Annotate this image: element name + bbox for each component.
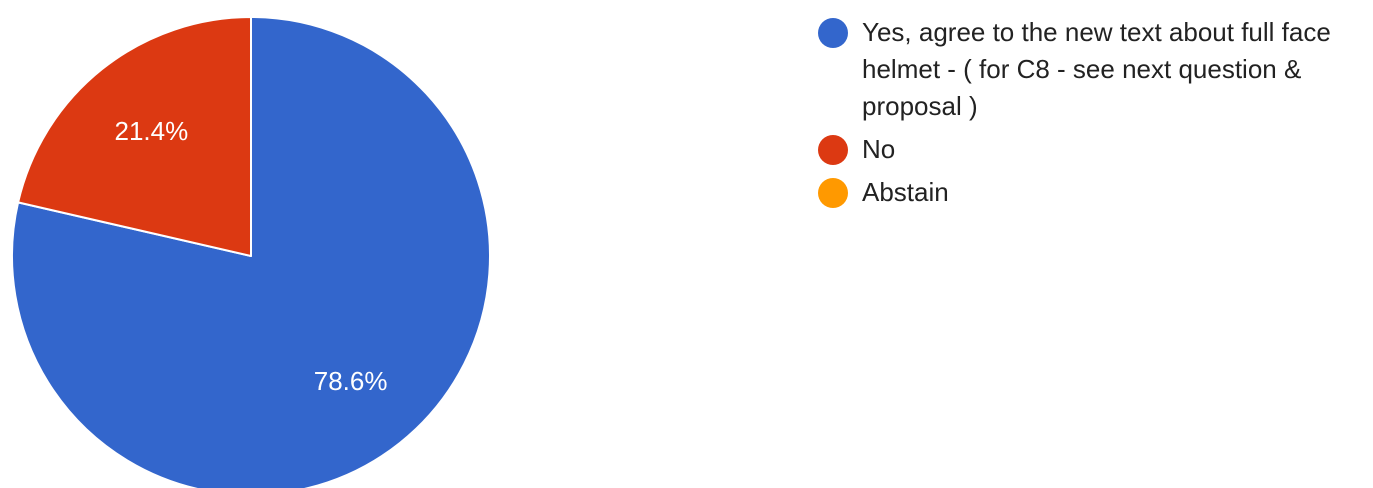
- legend-swatch-abstain: [818, 178, 848, 208]
- legend-swatch-no: [818, 135, 848, 165]
- legend-swatch-yes: [818, 18, 848, 48]
- legend-item-no[interactable]: No: [818, 131, 1373, 168]
- pie-slice-label-yes: 78.6%: [314, 366, 388, 396]
- legend-label-no: No: [862, 134, 896, 164]
- pie-slice-labels: 78.6% 21.4%: [114, 116, 387, 396]
- legend-item-yes[interactable]: Yes, agree to the new text about full fa…: [818, 14, 1373, 125]
- legend-label-abstain: Abstain: [862, 177, 949, 207]
- legend-item-abstain[interactable]: Abstain: [818, 174, 1373, 211]
- pie-slice-no[interactable]: [17, 16, 252, 257]
- chart-legend: Yes, agree to the new text about full fa…: [818, 14, 1373, 217]
- pie-slice-yes[interactable]: [11, 16, 491, 488]
- pie-slice-label-no: 21.4%: [114, 116, 188, 146]
- pie-slices: [11, 16, 491, 488]
- legend-label-yes: Yes, agree to the new text about full fa…: [862, 17, 1331, 121]
